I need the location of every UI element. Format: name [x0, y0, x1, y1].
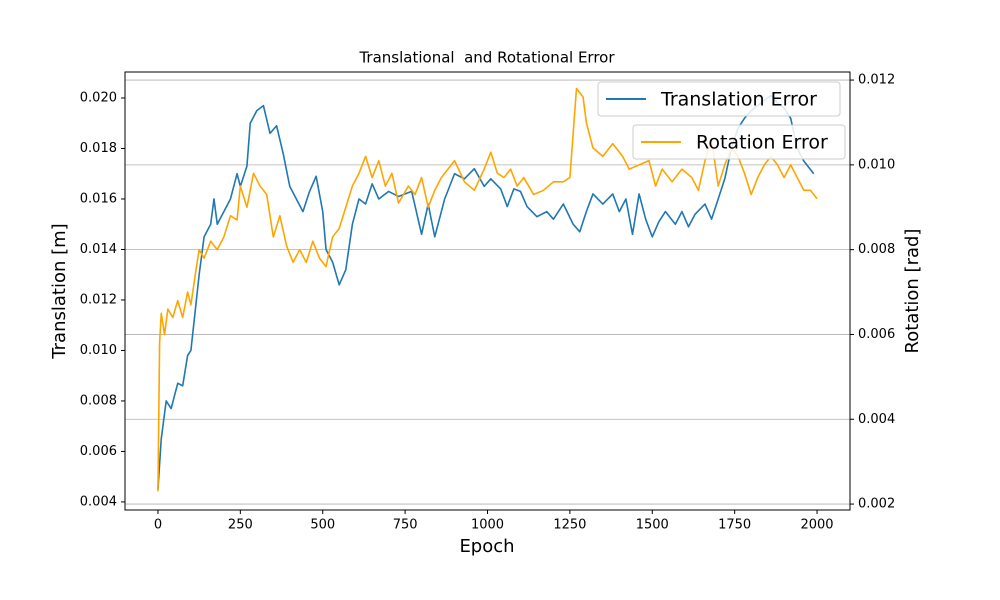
- y2-tick-label: 0.008: [858, 242, 895, 257]
- x-tick-label: 1000: [471, 518, 504, 533]
- x-tick-label: 0: [154, 518, 162, 533]
- x-tick-label: 1500: [636, 518, 669, 533]
- y2-tick-label: 0.012: [858, 73, 895, 88]
- chart-title: Translational and Rotational Error: [358, 49, 615, 67]
- legend-box: [632, 124, 846, 160]
- x-tick-label: 1250: [553, 518, 586, 533]
- x-tick-label: 1750: [718, 518, 751, 533]
- y2-tick-label: 0.006: [858, 327, 895, 342]
- y-tick-label: 0.014: [80, 242, 117, 257]
- y2-tick-label: 0.002: [858, 497, 895, 512]
- y-tick-label: 0.020: [80, 91, 117, 106]
- y-tick-label: 0.004: [80, 494, 117, 509]
- x-tick-label: 500: [310, 518, 335, 533]
- x-tick-label: 2000: [800, 518, 833, 533]
- y-tick-label: 0.016: [80, 191, 117, 206]
- y2-tick-label: 0.010: [858, 157, 895, 172]
- x-tick-label: 750: [393, 518, 418, 533]
- y2-tick-label: 0.004: [858, 412, 895, 427]
- x-tick-label: 250: [228, 518, 253, 533]
- y-tick-label: 0.010: [80, 343, 117, 358]
- y-tick-label: 0.008: [80, 393, 117, 408]
- data-line: [157, 94, 815, 490]
- legend-label: Translation Error: [660, 89, 817, 111]
- legend-label: Rotation Error: [696, 132, 828, 154]
- legend-box: [597, 81, 841, 117]
- y2-axis-label: Rotation [rad]: [902, 229, 923, 354]
- x-axis-label: Epoch: [459, 536, 514, 557]
- y-tick-label: 0.012: [80, 292, 117, 307]
- y-tick-label: 0.006: [80, 444, 117, 459]
- y-axis-label: Translation [m]: [49, 223, 70, 359]
- y-tick-label: 0.018: [80, 141, 117, 156]
- legend: Translation Error: [597, 81, 841, 117]
- legend: Rotation Error: [632, 124, 846, 160]
